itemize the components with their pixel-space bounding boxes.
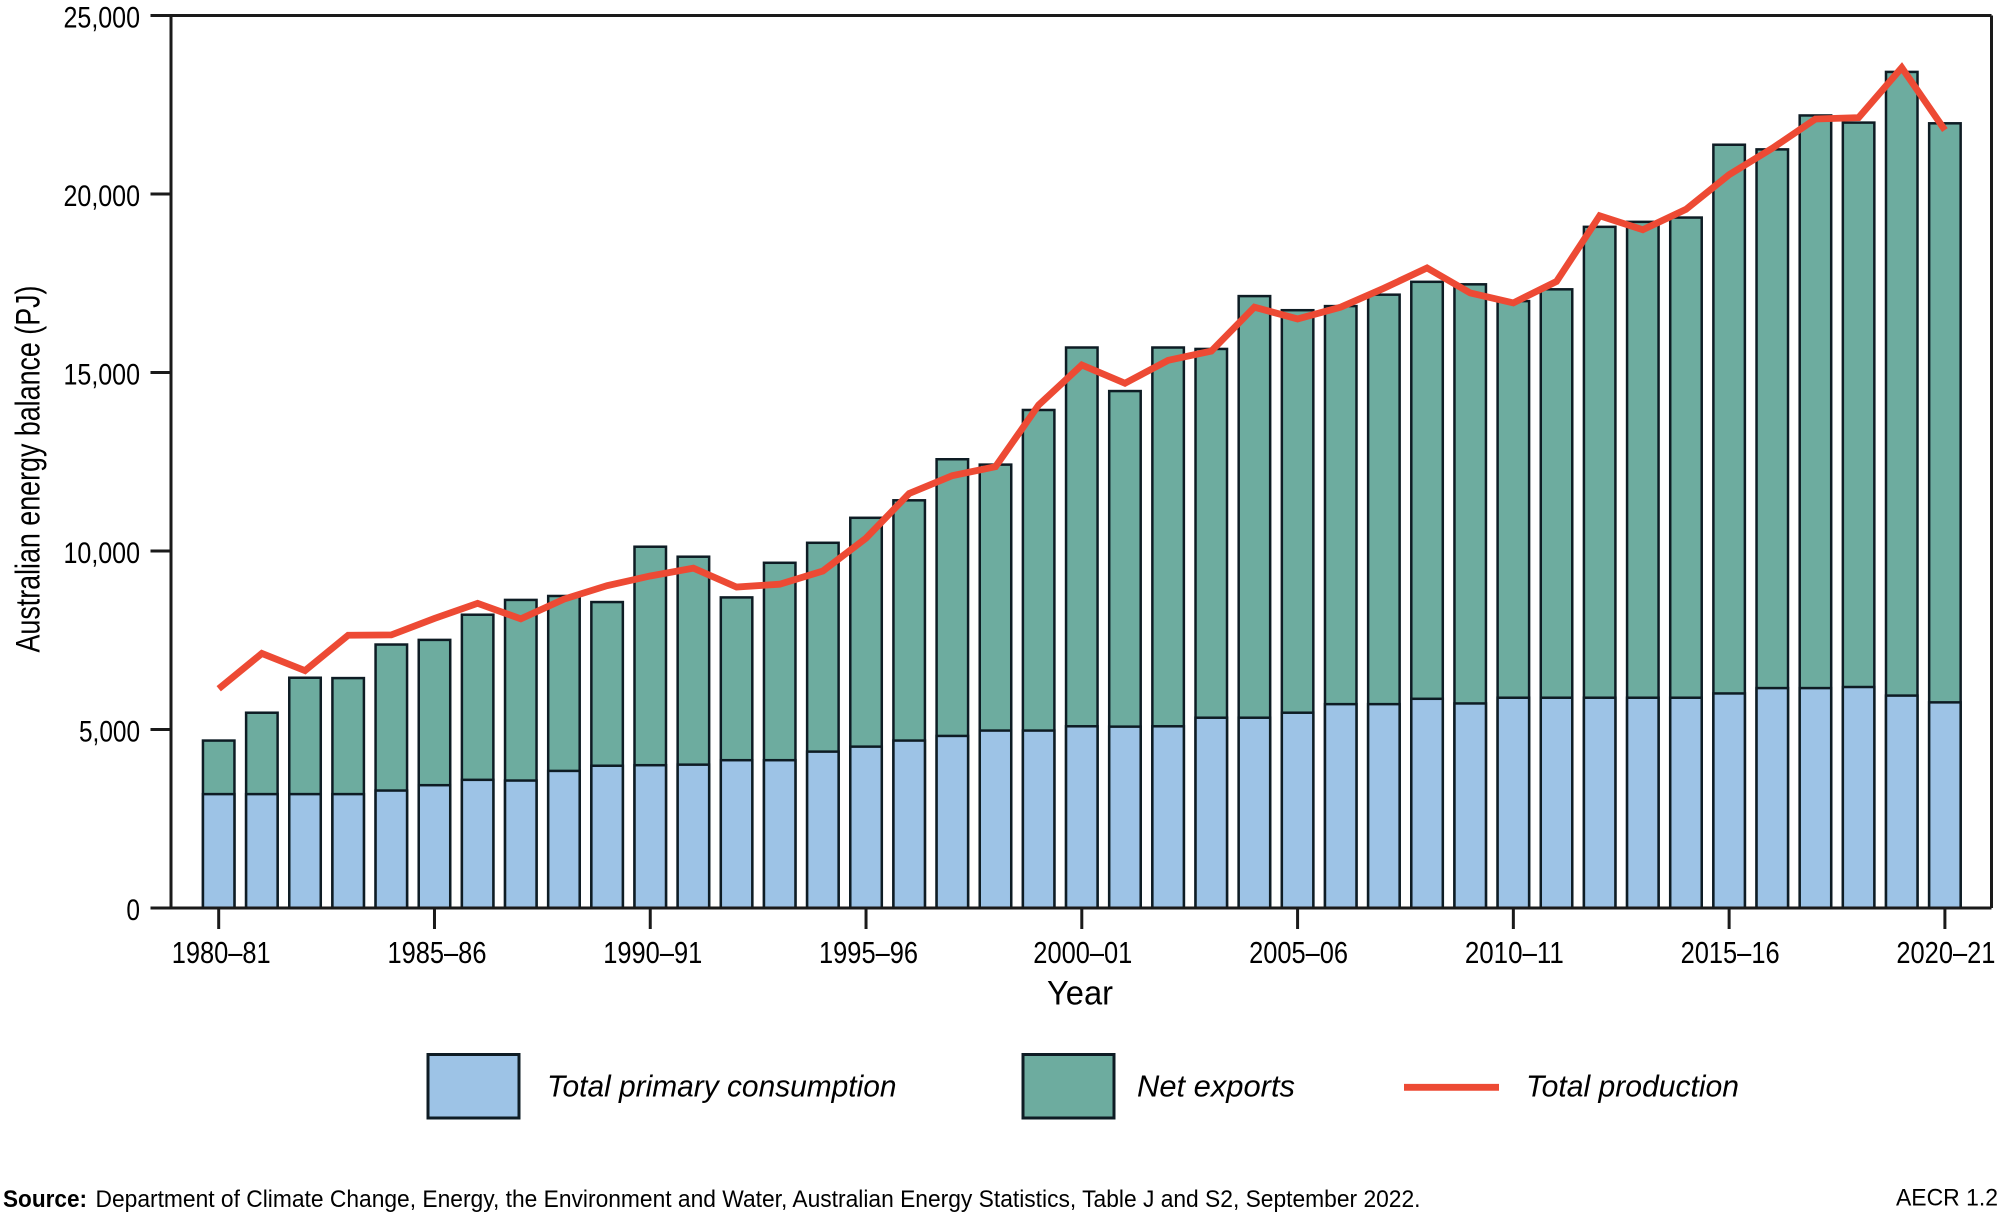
- svg-text:Net exports: Net exports: [1137, 1069, 1295, 1104]
- svg-text:2015–16: 2015–16: [1681, 935, 1780, 970]
- svg-text:10,000: 10,000: [64, 537, 141, 570]
- svg-text:1985–86: 1985–86: [387, 935, 486, 970]
- svg-text:2010–11: 2010–11: [1465, 935, 1564, 970]
- svg-text:Australian energy balance (PJ): Australian energy balance (PJ): [10, 286, 48, 653]
- svg-text:Department of Climate Change,: Department of Climate Change, Energy, th…: [96, 1186, 1421, 1213]
- svg-text:0: 0: [126, 894, 140, 927]
- svg-text:2020–21: 2020–21: [1896, 935, 1995, 970]
- svg-text:AECR 1.2: AECR 1.2: [1896, 1185, 1998, 1212]
- svg-text:15,000: 15,000: [64, 359, 141, 392]
- svg-text:2005–06: 2005–06: [1249, 935, 1348, 970]
- svg-text:1990–91: 1990–91: [603, 935, 702, 970]
- svg-text:5,000: 5,000: [79, 716, 140, 749]
- svg-text:Year: Year: [1047, 975, 1113, 1013]
- svg-text:1980–81: 1980–81: [172, 935, 271, 970]
- svg-text:2000–01: 2000–01: [1033, 935, 1132, 970]
- svg-text:Source:: Source:: [3, 1186, 87, 1213]
- svg-text:20,000: 20,000: [64, 180, 141, 213]
- svg-text:25,000: 25,000: [64, 2, 141, 35]
- svg-text:1995–96: 1995–96: [819, 935, 918, 970]
- svg-text:Total primary consumption: Total primary consumption: [547, 1069, 897, 1104]
- svg-text:Total production: Total production: [1526, 1069, 1739, 1104]
